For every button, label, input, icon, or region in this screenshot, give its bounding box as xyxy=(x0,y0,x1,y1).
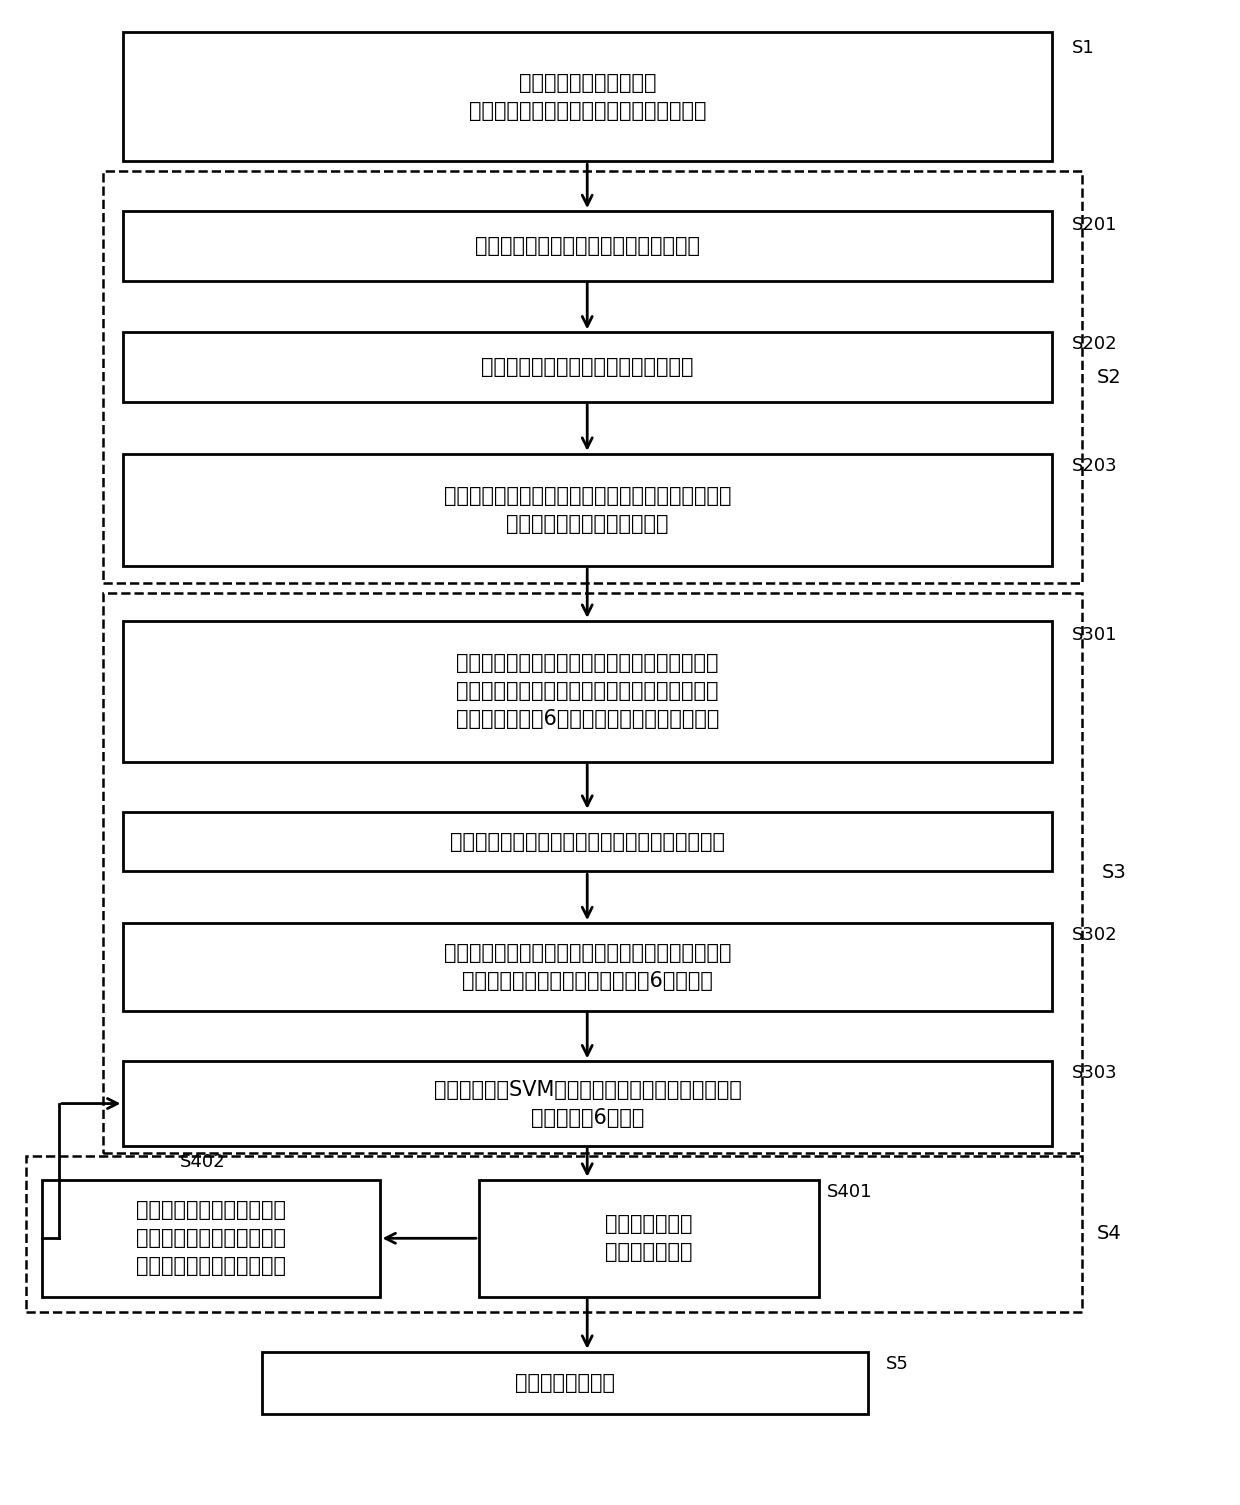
Bar xyxy=(123,211,1052,280)
Text: S303: S303 xyxy=(1071,1064,1117,1082)
Text: 两个子事件为一个分组，共三个分组（三个大类）: 两个子事件为一个分组，共三个分组（三个大类） xyxy=(450,831,725,852)
Text: 通过音频信号的短时能量分布，提取第一峰值的
能量比值、持续时间和能量标准差这三个特征，
训练分类器，将6种行为分类为三个分组的事件: 通过音频信号的短时能量分布，提取第一峰值的 能量比值、持续时间和能量标准差这三个… xyxy=(456,653,719,730)
Bar xyxy=(103,172,1081,582)
Text: S4: S4 xyxy=(1096,1224,1121,1243)
Text: S301: S301 xyxy=(1071,626,1117,644)
Text: 利用盲切和精确切割相结合的方法，准确检测提取出
键盘和鼠标事件的音频信号块: 利用盲切和精确切割相结合的方法，准确检测提取出 键盘和鼠标事件的音频信号块 xyxy=(444,486,732,534)
Bar xyxy=(123,811,1052,871)
Text: S5: S5 xyxy=(887,1354,909,1373)
Text: S401: S401 xyxy=(827,1183,872,1201)
Text: 对分帧后的音频信号进行滤波降噪处理: 对分帧后的音频信号进行滤波降噪处理 xyxy=(481,357,694,378)
Text: 通过模型迁移，将监测对象
的信号数据中自信度较高的
样本替换掉原有的训练样本: 通过模型迁移，将监测对象 的信号数据中自信度较高的 样本替换掉原有的训练样本 xyxy=(135,1201,285,1276)
Bar xyxy=(123,453,1052,566)
Text: S1: S1 xyxy=(1071,39,1095,57)
Bar xyxy=(123,1061,1052,1145)
Text: S2: S2 xyxy=(1096,367,1121,387)
Bar xyxy=(263,1351,868,1415)
Bar xyxy=(26,1156,1081,1312)
Text: S203: S203 xyxy=(1071,456,1117,474)
Text: S3: S3 xyxy=(1102,862,1126,882)
Text: 分析用户活动状态: 分析用户活动状态 xyxy=(516,1373,615,1394)
Text: 在时间序列上识
别各种发生事件: 在时间序列上识 别各种发生事件 xyxy=(605,1215,693,1263)
Text: 利用监督学习SVM支持向量机算法，训练分类器，使
其可以区分6种事件: 利用监督学习SVM支持向量机算法，训练分类器，使 其可以区分6种事件 xyxy=(434,1079,742,1127)
Bar xyxy=(123,923,1052,1010)
Text: S302: S302 xyxy=(1071,926,1117,944)
Text: 将数据分帧，划分成多个小窗口进行处理: 将数据分帧，划分成多个小窗口进行处理 xyxy=(475,236,701,256)
Bar xyxy=(123,333,1052,402)
Text: S402: S402 xyxy=(180,1153,226,1171)
Bar xyxy=(42,1180,379,1297)
Bar xyxy=(479,1180,818,1297)
Text: S202: S202 xyxy=(1071,336,1117,354)
Bar xyxy=(123,620,1052,762)
Text: 启动智能手机的麦克风，
采集用户操作键盘和鼠标时产生的音频信号: 启动智能手机的麦克风， 采集用户操作键盘和鼠标时产生的音频信号 xyxy=(469,72,707,120)
Bar xyxy=(123,32,1052,161)
Text: S201: S201 xyxy=(1071,217,1117,233)
Bar xyxy=(103,593,1081,1153)
Text: 进一步提取每一个分组中两个子事件的声音特征，将
分组事件中的各个子事件区分开，6个子事件: 进一步提取每一个分组中两个子事件的声音特征，将 分组事件中的各个子事件区分开，6… xyxy=(444,942,732,990)
